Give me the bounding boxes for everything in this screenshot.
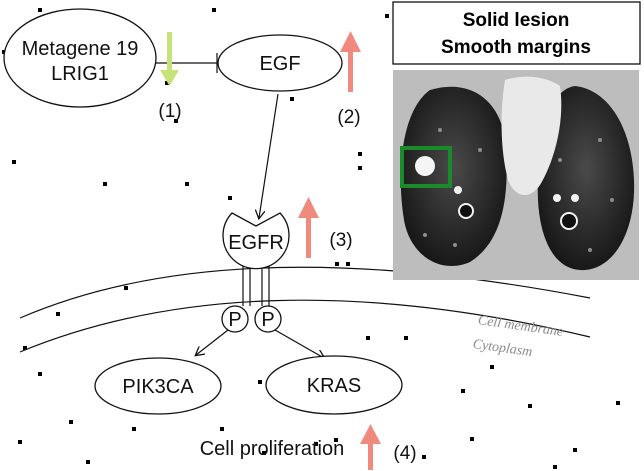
egf-label: EGF [259, 53, 300, 75]
step2-label: (2) [337, 107, 360, 128]
cytoplasm-label: Cytoplasm [472, 337, 533, 360]
ct-scan-image [393, 70, 639, 280]
ct-title-line2: Smooth margins [441, 37, 591, 58]
membrane-inner-line [19, 299, 591, 353]
ct-lesion-highlight-box [400, 146, 452, 188]
step4-label: (4) [393, 443, 416, 464]
step2-up-arrow [340, 31, 361, 92]
step1-down-arrow [160, 32, 179, 86]
cell-proliferation-label: Cell proliferation [200, 438, 345, 460]
metagene-label-line1: Metagene 19 [22, 38, 139, 60]
egfr-stems [242, 264, 270, 306]
step3-up-arrow [298, 197, 319, 258]
step1-label: (1) [158, 101, 181, 122]
phospho-right-node [254, 305, 282, 333]
egf-to-egfr-arrow [259, 93, 279, 218]
metagene-node [3, 8, 157, 108]
ct-left-lung [400, 86, 507, 266]
egf-node [217, 34, 343, 92]
phospho-left-node [221, 305, 249, 333]
p-to-kras-arrow [274, 329, 324, 358]
egfr-label: EGFR [228, 232, 284, 254]
pik3ca-node [94, 357, 222, 415]
ct-mediastinum [501, 76, 562, 196]
ct-lesion [415, 156, 435, 176]
kras-node [265, 355, 403, 415]
egfr-node [222, 212, 290, 270]
metagene-label-line2: LRIG1 [51, 63, 109, 85]
cell-membrane-label: Cell membrane [477, 313, 564, 340]
pik3ca-label: PIK3CA [122, 376, 194, 398]
phospho-left-label: P [228, 309, 241, 331]
kras-label: KRAS [307, 375, 361, 397]
phospho-right-label: P [261, 309, 274, 331]
step4-up-arrow [360, 424, 381, 470]
ct-title-line1: Solid lesion [463, 10, 570, 31]
step3-label: (3) [329, 230, 352, 251]
p-to-pik3ca-arrow [196, 329, 229, 355]
ct-title-box [392, 1, 641, 65]
